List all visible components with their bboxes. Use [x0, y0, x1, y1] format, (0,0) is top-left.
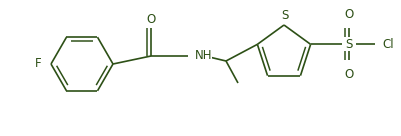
Text: O: O: [343, 8, 352, 21]
Text: Cl: Cl: [382, 38, 393, 51]
Text: O: O: [343, 68, 352, 81]
Text: NH: NH: [194, 50, 212, 63]
Text: S: S: [281, 10, 288, 22]
Text: O: O: [146, 13, 155, 27]
Text: F: F: [35, 58, 42, 70]
Text: S: S: [344, 38, 351, 51]
